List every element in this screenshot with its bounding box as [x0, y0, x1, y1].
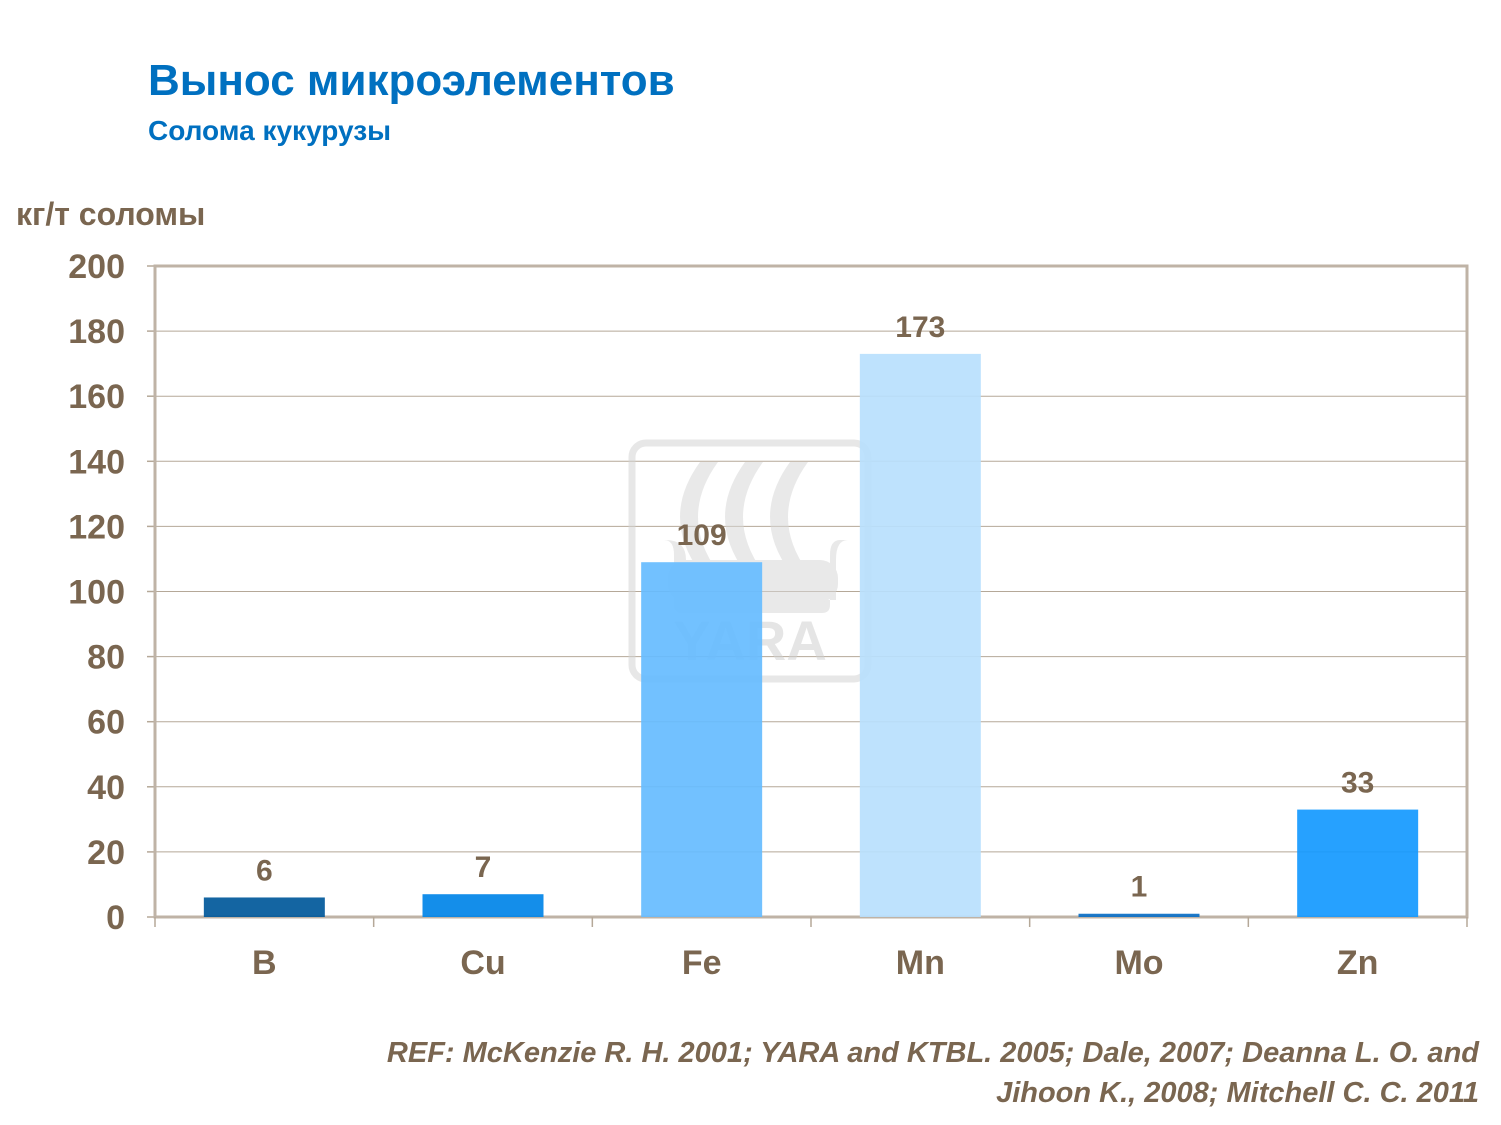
data-label: 109 — [677, 519, 727, 552]
y-axis-label: кг/т соломы — [16, 196, 206, 232]
reference-note: REF: McKenzie R. H. 2001; YARA and KTBL.… — [179, 1033, 1479, 1113]
y-tick-label: 60 — [87, 704, 125, 742]
data-label: 173 — [895, 311, 945, 344]
x-tick-label: Mo — [1114, 944, 1163, 982]
data-label: 6 — [256, 854, 273, 887]
y-tick-label: 160 — [68, 378, 125, 416]
x-tick-label: Fe — [682, 944, 722, 982]
y-tick-label: 40 — [87, 769, 125, 807]
data-label: 7 — [475, 851, 492, 884]
reference-line-1: REF: McKenzie R. H. 2001; YARA and KTBL.… — [386, 1037, 1479, 1069]
y-tick-label: 120 — [68, 508, 125, 546]
bar-fe — [641, 562, 763, 917]
x-tick-label: B — [252, 944, 277, 982]
data-label: 33 — [1341, 767, 1374, 800]
y-tick-label: 100 — [68, 574, 125, 612]
y-tick-label: 200 — [68, 248, 125, 286]
y-tick-label: 80 — [87, 639, 125, 677]
data-label: 1 — [1131, 871, 1148, 904]
chart-title: Вынос микроэлементов — [148, 56, 675, 105]
reference-line-2: Jihoon K., 2008; Mitchell C. C. 2011 — [996, 1077, 1479, 1109]
y-tick-label: 140 — [68, 443, 125, 481]
y-tick-label: 0 — [106, 899, 125, 937]
bar-mn — [859, 353, 981, 917]
chart-subtitle: Солома кукурузы — [148, 115, 392, 146]
bar-cu — [422, 894, 544, 917]
x-tick-label: Zn — [1337, 944, 1379, 982]
x-tick-label: Cu — [460, 944, 505, 982]
bar-mo — [1078, 913, 1200, 917]
bar-zn — [1297, 809, 1419, 917]
watermark-wave — [725, 462, 763, 572]
watermark-wave — [680, 462, 718, 572]
y-tick-label: 20 — [87, 834, 125, 872]
bar-b — [203, 897, 325, 917]
watermark-wave — [770, 462, 808, 572]
y-tick-label: 180 — [68, 313, 125, 351]
x-tick-label: Mn — [896, 944, 945, 982]
